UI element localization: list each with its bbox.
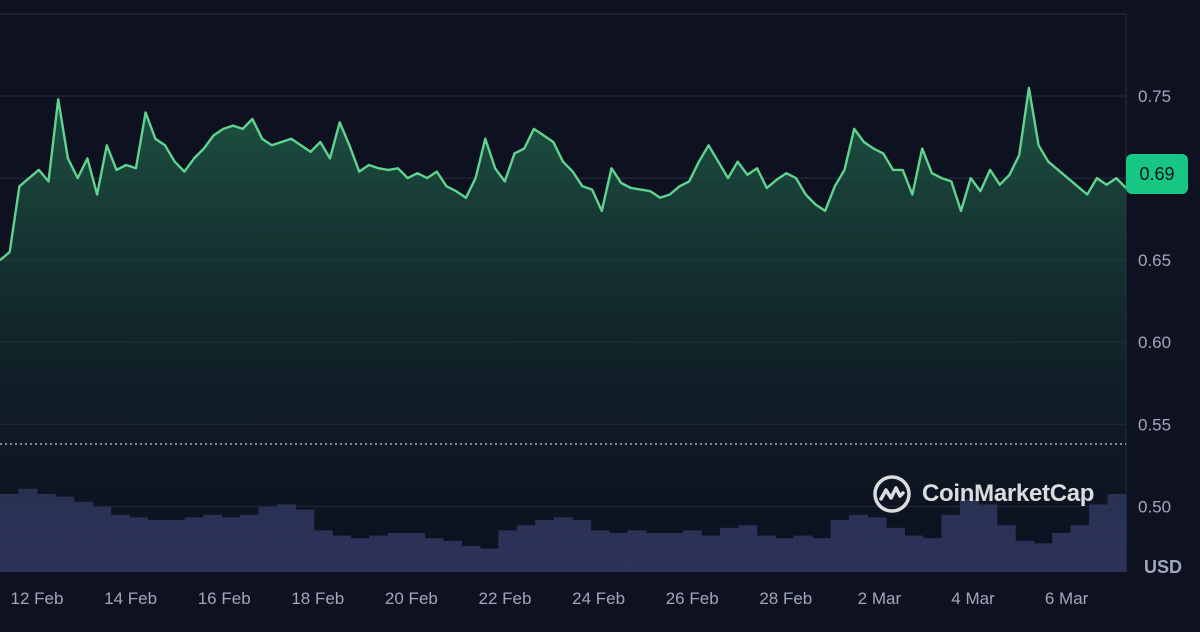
price-line: [0, 86, 1127, 262]
y-tick-label: 0.50: [1138, 497, 1171, 516]
x-tick-label: 2 Mar: [858, 589, 902, 608]
current-price-tag: 0.69: [1126, 154, 1188, 194]
x-axis-ticks: 12 Feb 14 Feb 16 Feb 18 Feb 20 Feb 22 Feb 24 F…: [11, 589, 1089, 608]
x-tick-label: 4 Mar: [951, 589, 995, 608]
y-tick-label: 0.65: [1138, 251, 1171, 270]
x-tick-label: 18 Feb: [291, 589, 344, 608]
currency-unit: USD: [1144, 557, 1183, 577]
x-tick-label: 6 Mar: [1045, 589, 1089, 608]
watermark-text: CoinMarketCap: [922, 480, 1095, 507]
x-tick-label: 24 Feb: [572, 589, 625, 608]
y-tick-label: 0.75: [1138, 87, 1171, 106]
coinmarketcap-logo-icon: [873, 475, 911, 513]
x-tick-label: 14 Feb: [104, 589, 157, 608]
x-tick-label: 28 Feb: [759, 589, 812, 608]
coinmarketcap-watermark: CoinMarketCap: [872, 472, 1094, 516]
y-tick-label: 0.60: [1138, 333, 1171, 352]
x-tick-label: 26 Feb: [666, 589, 719, 608]
y-axis-ticks: 0.75 0.65 0.60 0.55 0.50: [1138, 87, 1171, 516]
x-tick-label: 20 Feb: [385, 589, 438, 608]
y-tick-label: 0.55: [1138, 415, 1171, 434]
price-area: [0, 86, 1127, 573]
x-tick-label: 22 Feb: [479, 589, 532, 608]
price-area-fill: [0, 87, 1126, 573]
x-tick-label: 12 Feb: [11, 589, 64, 608]
x-tick-label: 16 Feb: [198, 589, 251, 608]
